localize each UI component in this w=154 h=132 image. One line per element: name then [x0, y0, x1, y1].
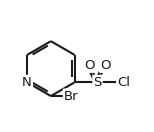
Text: Br: Br: [64, 89, 78, 103]
Text: O: O: [100, 59, 111, 72]
Text: Cl: Cl: [117, 76, 130, 89]
Text: N: N: [22, 76, 32, 89]
Text: S: S: [93, 76, 102, 89]
Text: O: O: [84, 59, 95, 72]
